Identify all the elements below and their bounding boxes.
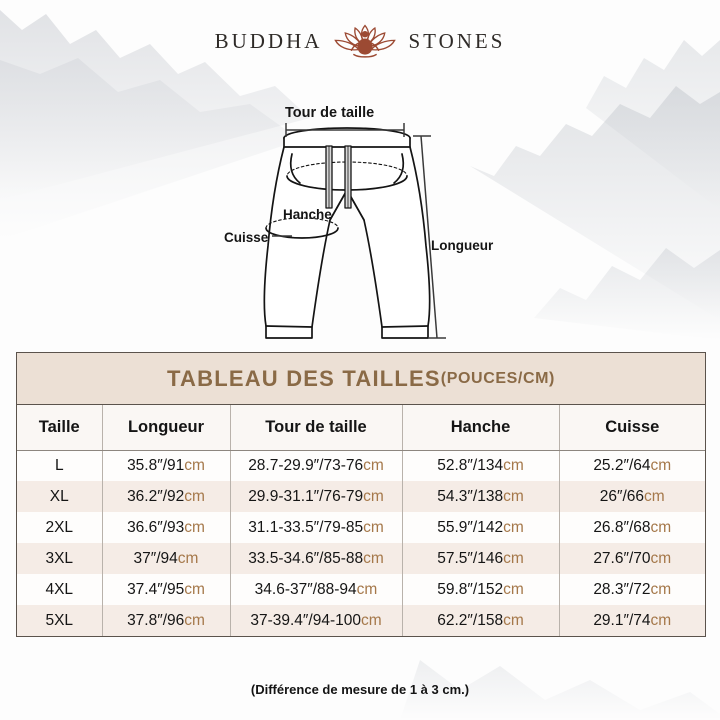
cell-hip: 54.3″/138cm	[402, 481, 560, 512]
cell-waist: 37-39.4″/94-100cm	[230, 605, 403, 636]
table-row: L 35.8″/91cm 28.7-29.9″/73-76cm 52.8″/13…	[17, 450, 705, 481]
cell-thigh: 27.6″/70cm	[559, 543, 705, 574]
label-longueur: Longueur	[431, 238, 494, 253]
cell-hip: 62.2″/158cm	[402, 605, 560, 636]
cell-thigh: 26″/66cm	[559, 481, 705, 512]
cell-length: 37.4″/95cm	[102, 574, 231, 605]
cell-waist: 33.5-34.6″/85-88cm	[230, 543, 403, 574]
cell-waist: 29.9-31.1″/76-79cm	[230, 481, 403, 512]
length-measure-line	[413, 135, 446, 339]
cell-size: 2XL	[17, 512, 103, 543]
cell-hip: 59.8″/152cm	[402, 574, 560, 605]
cell-hip: 52.8″/134cm	[402, 450, 560, 481]
brand-logo: BUDDHA STONES	[0, 18, 720, 64]
brand-word-left: BUDDHA	[214, 28, 323, 53]
jogger-pants-outline-icon	[263, 123, 446, 339]
cell-thigh: 29.1″/74cm	[559, 605, 705, 636]
table-row: XL 36.2″/92cm 29.9-31.1″/76-79cm 54.3″/1…	[17, 481, 705, 512]
table-row: 4XL 37.4″/95cm 34.6-37″/88-94cm 59.8″/15…	[17, 574, 705, 605]
table-row: 2XL 36.6″/93cm 31.1-33.5″/79-85cm 55.9″/…	[17, 512, 705, 543]
table-header-row: Taille Longueur Tour de taille Hanche Cu…	[17, 405, 705, 451]
cell-hip: 57.5″/146cm	[402, 543, 560, 574]
cell-thigh: 28.3″/72cm	[559, 574, 705, 605]
cell-length: 37″/94cm	[102, 543, 231, 574]
cell-length: 36.2″/92cm	[102, 481, 231, 512]
cell-size: 5XL	[17, 605, 103, 636]
cell-thigh: 26.8″/68cm	[559, 512, 705, 543]
cell-waist: 31.1-33.5″/79-85cm	[230, 512, 403, 543]
column-header-longueur: Longueur	[102, 405, 231, 451]
size-table-title: TABLEAU DES TAILLES (POUCES/CM)	[17, 353, 705, 405]
waist-measure-line	[285, 123, 405, 137]
cell-hip: 55.9″/142cm	[402, 512, 560, 543]
cell-size: 3XL	[17, 543, 103, 574]
pants-measurement-diagram: Tour de taille Hanche Cuisse Longueur	[0, 50, 720, 350]
column-header-cuisse: Cuisse	[559, 405, 705, 451]
size-table: TABLEAU DES TAILLES (POUCES/CM) Taille Lo…	[16, 352, 706, 637]
column-header-taille: Taille	[17, 405, 103, 451]
table-row: 5XL 37.8″/96cm 37-39.4″/94-100cm 62.2″/1…	[17, 605, 705, 636]
column-header-tour-de-taille: Tour de taille	[230, 405, 403, 451]
size-table-title-units: (POUCES/CM)	[440, 369, 555, 387]
cell-length: 37.8″/96cm	[102, 605, 231, 636]
cell-length: 36.6″/93cm	[102, 512, 231, 543]
cell-thigh: 25.2″/64cm	[559, 450, 705, 481]
cell-size: XL	[17, 481, 103, 512]
table-row: 3XL 37″/94cm 33.5-34.6″/85-88cm 57.5″/14…	[17, 543, 705, 574]
cell-waist: 34.6-37″/88-94cm	[230, 574, 403, 605]
measurement-tolerance-note: (Différence de mesure de 1 à 3 cm.)	[250, 682, 470, 697]
cell-size: L	[17, 450, 103, 481]
label-tour-de-taille: Tour de taille	[285, 105, 375, 121]
cell-waist: 28.7-29.9″/73-76cm	[230, 450, 403, 481]
label-hanche: Hanche	[283, 207, 332, 222]
lotus-meditation-icon	[334, 24, 397, 58]
size-table-title-main: TABLEAU DES TAILLES	[167, 365, 441, 391]
cell-length: 35.8″/91cm	[102, 450, 231, 481]
label-cuisse: Cuisse	[224, 230, 269, 245]
brand-word-right: STONES	[408, 28, 506, 53]
column-header-hanche: Hanche	[402, 405, 560, 451]
cell-size: 4XL	[17, 574, 103, 605]
